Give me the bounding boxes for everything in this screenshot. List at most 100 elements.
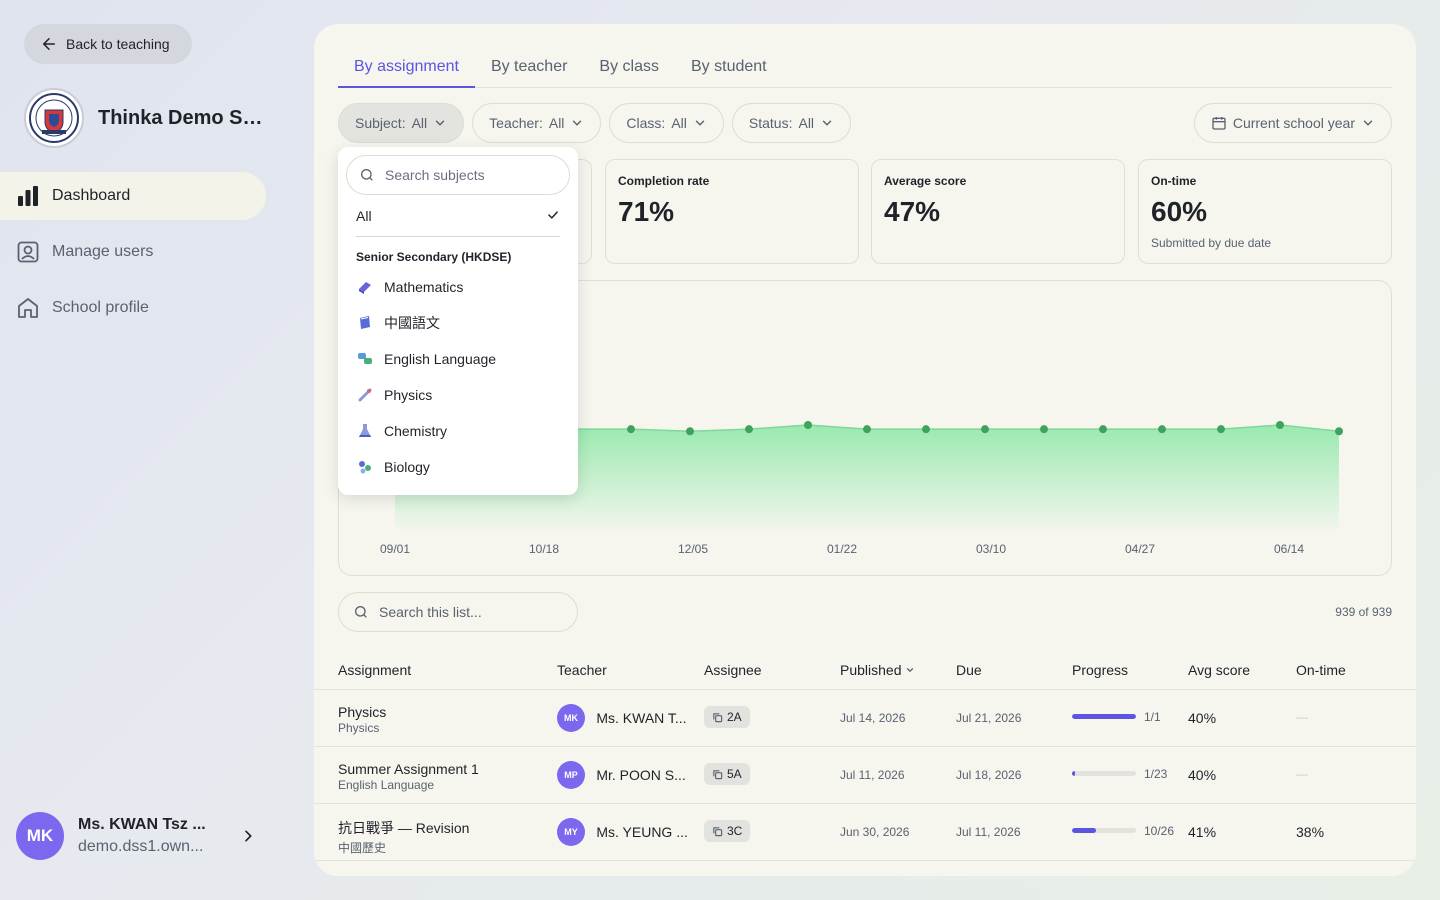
x-tick-label: 09/01 (380, 542, 410, 556)
user-card-icon (17, 241, 39, 263)
sidebar-item-label: School profile (52, 299, 149, 316)
published-date: Jul 14, 2026 (840, 711, 906, 725)
stat-card-on-time: On-time 60% Submitted by due date (1138, 159, 1392, 264)
assignment-subject: Physics (338, 721, 380, 735)
filter-value: All (548, 115, 565, 131)
year-filter-label: Current school year (1232, 115, 1355, 131)
stat-label: Completion rate (618, 174, 710, 188)
column-progress[interactable]: Progress (1072, 662, 1129, 678)
subject-group-label: Senior Secondary (HKDSE) (356, 250, 512, 264)
table-row[interactable]: 抗日戰爭 — Revision 中國歷史 MY Ms. YEUNG ... 3C… (314, 804, 1416, 861)
subject-option-biology[interactable]: Biology (356, 455, 430, 479)
column-on-time[interactable]: On-time (1296, 662, 1346, 678)
data-point[interactable] (745, 425, 753, 434)
data-point[interactable] (1158, 425, 1166, 434)
subject-option-english[interactable]: English Language (356, 347, 496, 371)
data-point[interactable] (1276, 421, 1284, 429)
result-count: 939 of 939 (1335, 605, 1392, 619)
copy-icon (713, 769, 723, 779)
subject-option-all[interactable]: All (356, 208, 560, 224)
filter-value: All (798, 115, 815, 131)
tab-by-class[interactable]: By class (599, 58, 659, 75)
tab-by-student[interactable]: By student (691, 58, 767, 75)
column-teacher[interactable]: Teacher (557, 662, 607, 678)
sidebar-item-dashboard[interactable]: Dashboard (0, 172, 266, 220)
progress-fill (1072, 714, 1136, 720)
subject-search-placeholder: Search subjects (385, 167, 485, 183)
stat-label: Average score (884, 174, 967, 188)
status-filter[interactable]: Status: All (731, 103, 852, 143)
sidebar-item-label: Manage users (52, 243, 154, 260)
stat-value: 47% (884, 196, 941, 227)
avatar: MK (16, 812, 64, 860)
sidebar-item-manage-users[interactable]: Manage users (0, 228, 266, 276)
column-avg-score[interactable]: Avg score (1188, 662, 1250, 678)
assignment-title: Summer Assignment 1 (338, 761, 479, 777)
published-date: Jun 30, 2026 (840, 825, 910, 839)
filter-label: Status: (748, 115, 793, 131)
search-icon (355, 606, 367, 618)
class-badge: 3C (704, 820, 751, 842)
data-point[interactable] (922, 425, 930, 434)
option-label: English Language (384, 351, 497, 367)
subject-option-chinese[interactable]: 中國語文 (356, 311, 440, 335)
on-time-value: — (1296, 710, 1308, 724)
list-search-input[interactable]: Search this list... (338, 592, 578, 632)
tab-by-teacher[interactable]: By teacher (490, 58, 568, 75)
subject-option-chemistry[interactable]: Chemistry (356, 419, 447, 443)
column-due[interactable]: Due (956, 662, 982, 678)
school-header: Thinka Demo Se... (24, 88, 268, 148)
stat-card-completion: Completion rate 71% (605, 159, 859, 264)
data-point[interactable] (1217, 425, 1225, 434)
trend-chart-svg: 09/01 10/18 12/05 01/22 03/10 04/27 06/14 (380, 421, 1343, 556)
data-point[interactable] (627, 425, 635, 434)
column-assignment[interactable]: Assignment (338, 662, 412, 678)
x-tick-label: 06/14 (1274, 542, 1304, 556)
teacher-avatar: MK (557, 704, 585, 732)
x-tick-label: 01/22 (827, 542, 857, 556)
check-icon (548, 211, 558, 219)
chevron-down-icon (695, 120, 705, 126)
subject-option-physics[interactable]: Physics (356, 383, 432, 407)
column-assignee[interactable]: Assignee (704, 662, 762, 678)
data-point[interactable] (1335, 427, 1343, 436)
bar-chart-icon (18, 186, 38, 206)
progress-label: 1/23 (1144, 766, 1168, 781)
due-date: Jul 11, 2026 (956, 825, 1021, 839)
x-tick-label: 03/10 (976, 542, 1006, 556)
data-point[interactable] (686, 427, 694, 436)
teacher-filter[interactable]: Teacher: All (472, 103, 602, 143)
subject-search-input[interactable]: Search subjects (346, 155, 570, 195)
data-point[interactable] (804, 421, 812, 429)
stat-card-average-score: Average score 47% (871, 159, 1125, 264)
user-name: Ms. KWAN Tsz ... (78, 816, 206, 833)
column-published[interactable]: Published (840, 662, 915, 678)
school-year-filter[interactable]: Current school year (1193, 103, 1392, 143)
progress-bar (1072, 771, 1136, 777)
teacher-avatar: MY (557, 818, 585, 846)
data-point[interactable] (1099, 425, 1107, 434)
user-menu[interactable]: MK Ms. KWAN Tsz ... demo.dss1.own... (16, 812, 266, 860)
subject-filter[interactable]: Subject: All (338, 103, 465, 143)
list-search-placeholder: Search this list... (379, 604, 482, 620)
on-time-value: — (1296, 767, 1308, 781)
tab-by-assignment[interactable]: By assignment (338, 52, 475, 88)
data-point[interactable] (1040, 425, 1048, 434)
assignment-title: Physics (338, 704, 387, 720)
progress-bar (1072, 714, 1136, 720)
class-badge: 5A (704, 763, 750, 785)
table-row[interactable]: Summer Assignment 1 English Language MP … (314, 747, 1416, 804)
data-point[interactable] (981, 425, 989, 434)
table-row[interactable]: Physics Physics MK Ms. KWAN T... 2A Jul … (314, 690, 1416, 747)
stat-subtext: Submitted by due date (1151, 236, 1272, 250)
back-to-teaching-button[interactable]: Back to teaching (24, 24, 192, 64)
class-filter[interactable]: Class: All (609, 103, 724, 143)
filter-value: All (411, 115, 428, 131)
data-point[interactable] (863, 425, 871, 434)
subject-option-mathematics[interactable]: Mathematics (356, 275, 463, 299)
copy-icon (713, 826, 723, 836)
arrow-left-icon (43, 38, 55, 50)
sidebar-item-school-profile[interactable]: School profile (0, 284, 266, 332)
class-name: 3C (727, 824, 743, 838)
school-logo (24, 88, 84, 148)
